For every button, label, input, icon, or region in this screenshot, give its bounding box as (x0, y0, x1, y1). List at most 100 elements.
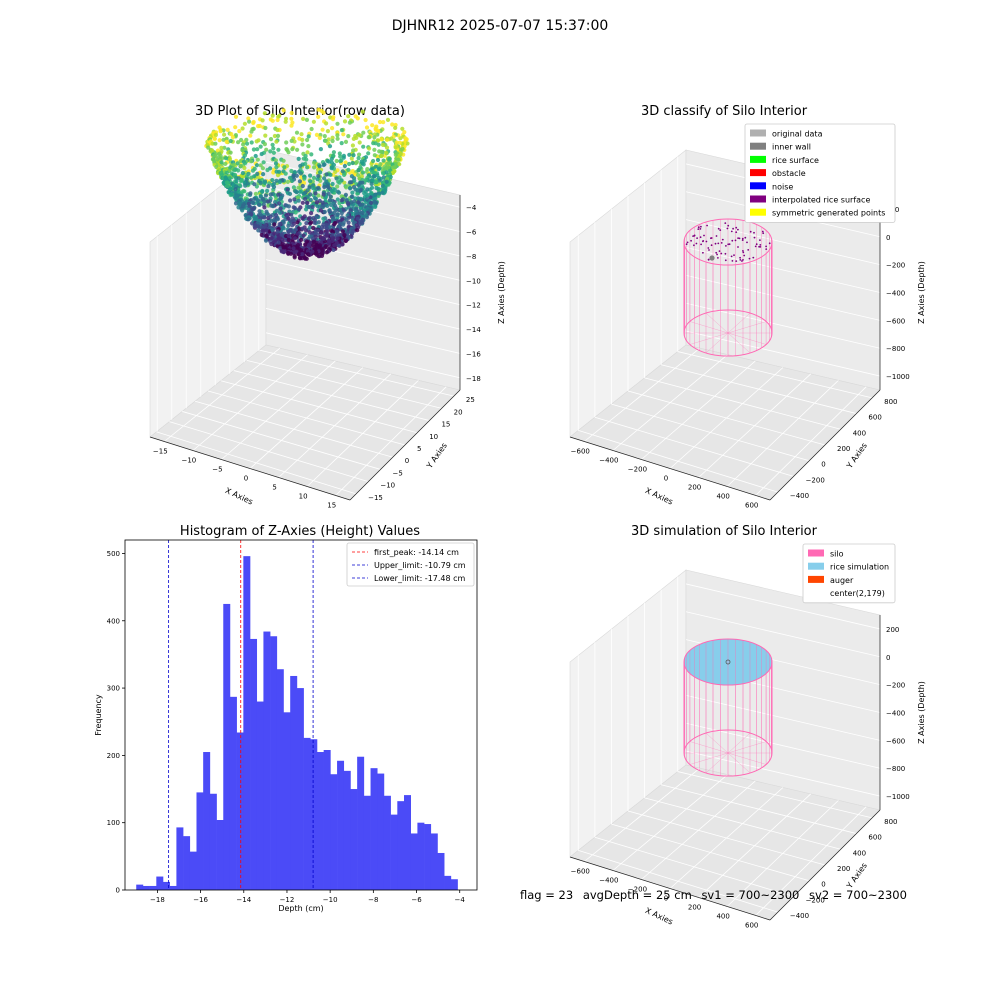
y-tick-label: 300 (107, 685, 120, 693)
p1-point (275, 173, 281, 178)
p1-point (268, 214, 273, 219)
p2-legend-label: obstacle (772, 169, 806, 178)
p1-point (302, 196, 308, 201)
p2-interpolated-point (706, 224, 708, 227)
p2-interpolated-point (737, 237, 739, 240)
histogram-bar (397, 801, 405, 890)
p1-point (335, 236, 340, 241)
p1-grid-y-floor (220, 380, 418, 434)
p2-ytick-label: 600 (868, 414, 881, 422)
p1-point (355, 188, 360, 193)
p2-xtick-label: −400 (599, 457, 618, 465)
p1-point (275, 217, 280, 222)
p1-point (303, 242, 308, 247)
p1-point (377, 149, 382, 154)
histogram-bar (196, 792, 204, 890)
p1-grid-z-back (265, 259, 461, 306)
p2-xlabel: X Axies (644, 486, 675, 507)
p2-interpolated-point (739, 256, 741, 259)
p1-point (248, 133, 253, 138)
p4-ytick-label: 200 (837, 865, 850, 873)
p1-point (237, 201, 242, 206)
p1-point (364, 197, 370, 202)
p1-point (345, 201, 351, 206)
p1-point (270, 227, 275, 232)
p1-point (356, 200, 361, 205)
p1-point (280, 237, 285, 242)
p1-point (262, 111, 267, 116)
p2-interpolated-point (762, 232, 765, 235)
p1-point (297, 189, 303, 194)
p1-point (393, 145, 398, 150)
p2-interpolated-point (720, 252, 723, 255)
p1-point (300, 252, 305, 257)
p1-point (240, 126, 245, 131)
p1-point (281, 250, 286, 255)
histogram-bar (142, 885, 150, 890)
p1-point (230, 135, 235, 140)
p1-point (393, 152, 398, 157)
p1-point (266, 184, 271, 189)
p1-point (265, 188, 270, 193)
p1-point (323, 244, 328, 249)
histogram-bar (410, 833, 418, 890)
histogram-legend-label: Upper_limit: -10.79 cm (374, 561, 466, 570)
histogram-bar (450, 879, 458, 890)
p1-point (293, 210, 298, 215)
p1-point (321, 216, 326, 221)
p4-ytick-label: 600 (868, 834, 881, 842)
p1-point (212, 136, 217, 141)
histogram-bar (283, 712, 291, 890)
p1-point (260, 118, 265, 123)
p1-point (251, 147, 256, 152)
p2-grid-y-floor (611, 403, 810, 462)
p1-point (290, 147, 295, 152)
p1-point (223, 161, 228, 166)
p1-point (332, 222, 337, 227)
histogram-bar (156, 876, 164, 890)
p4-legend-label: auger (830, 576, 854, 585)
histogram-bar (256, 701, 264, 890)
p1-point (301, 116, 306, 121)
p1-point (239, 190, 244, 195)
p2-interpolated-point (768, 242, 771, 245)
p1-point (273, 161, 279, 166)
p1-point (224, 136, 229, 141)
p1-point (339, 198, 344, 203)
p1-point (337, 232, 342, 237)
p4-center-marker (725, 659, 731, 665)
p2-interpolated-point (717, 242, 720, 245)
p1-point (295, 147, 300, 152)
p1-point (334, 229, 340, 234)
p1-point (239, 137, 244, 143)
p2-y-axis-line (769, 389, 881, 501)
p1-ytick-label: 5 (417, 445, 421, 453)
p1-point (313, 191, 318, 196)
p2-interpolated-point (743, 254, 746, 257)
p1-point (272, 231, 277, 236)
p2-interpolated-point (695, 242, 698, 245)
p4-xtick-label: 600 (745, 922, 758, 930)
p2-legend-swatch (750, 155, 766, 163)
p1-point (329, 156, 334, 162)
p1-point (361, 144, 366, 149)
p4-silo-base-spoke (727, 752, 767, 765)
p1-point (262, 215, 267, 220)
p1-point (336, 179, 341, 184)
p2-xtick-label: 200 (688, 484, 701, 492)
p1-point (349, 200, 354, 205)
p1-point (350, 190, 355, 195)
p2-legend-swatch (750, 129, 766, 137)
histogram-frame (124, 539, 478, 891)
p1-point (308, 197, 313, 203)
p2-legend-swatch (750, 182, 766, 190)
p1-point (255, 157, 260, 162)
p1-grid-y-floor (207, 390, 406, 446)
p1-point (241, 142, 246, 147)
histogram-bar (296, 688, 304, 890)
p1-point (365, 192, 370, 198)
p1-point (360, 170, 366, 175)
p1-point (243, 161, 248, 166)
p1-point (308, 192, 313, 197)
